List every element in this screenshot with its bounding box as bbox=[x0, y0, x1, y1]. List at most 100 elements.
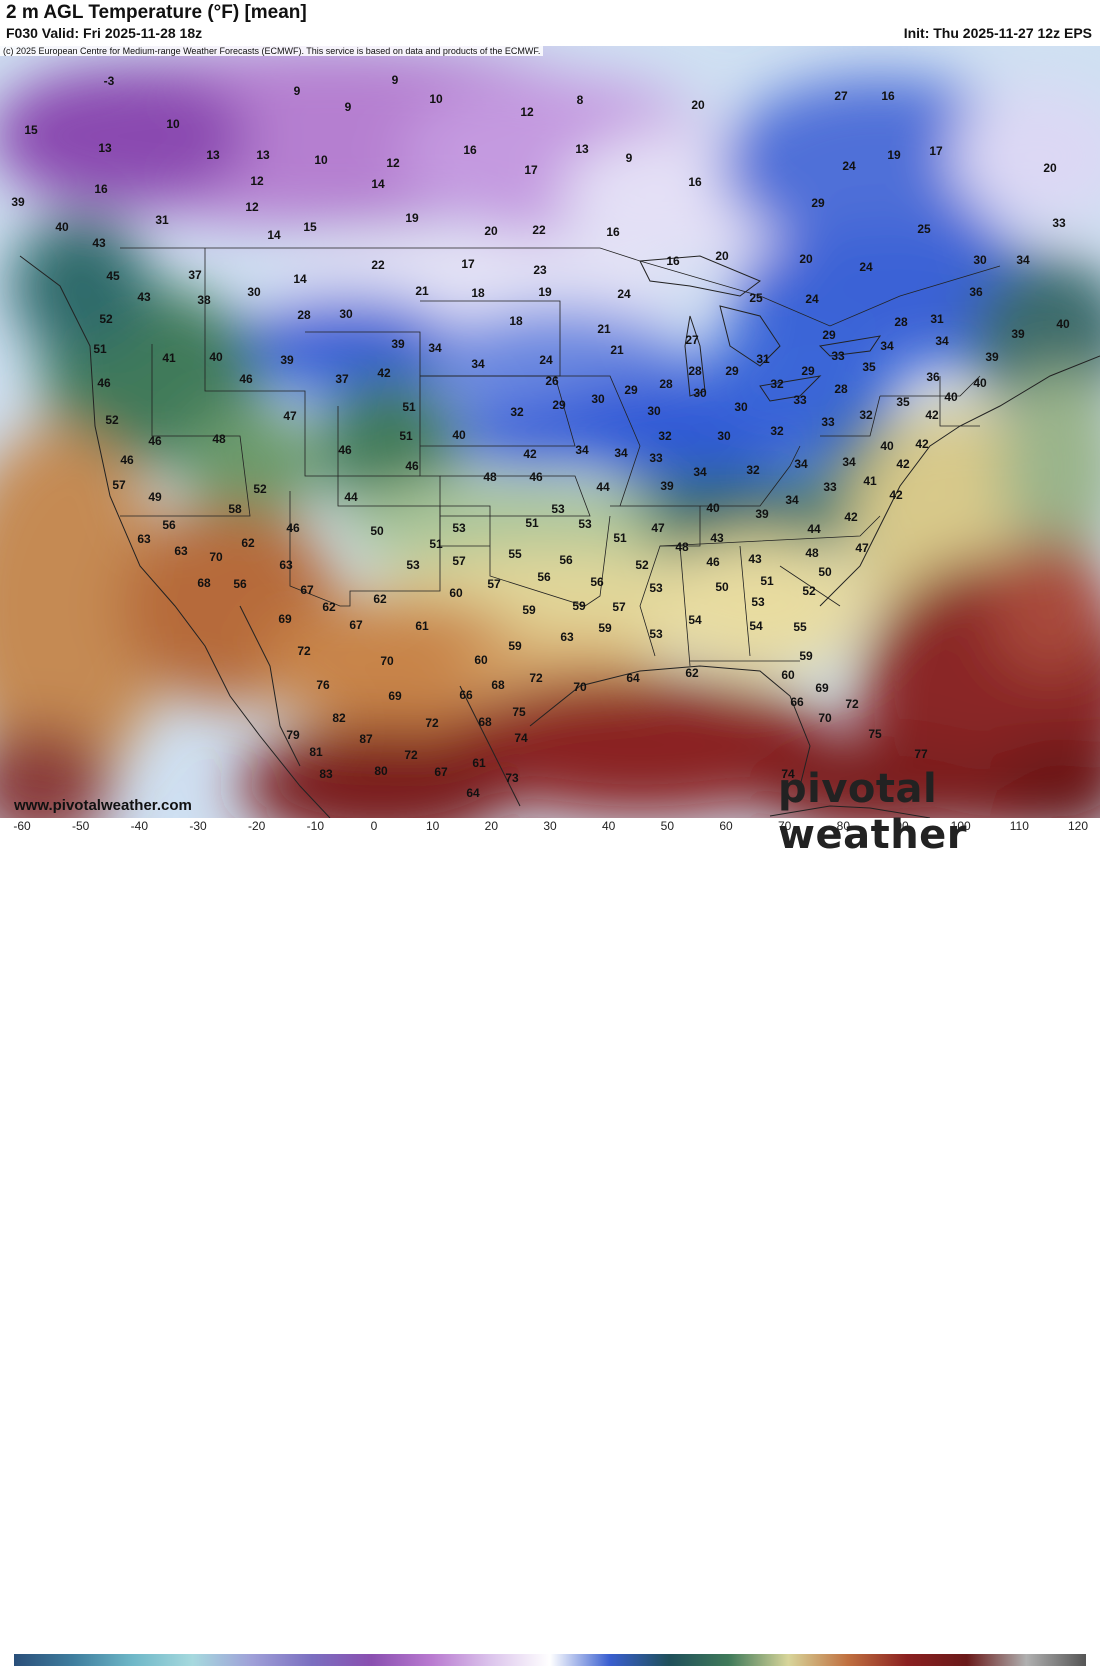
temperature-value: 34 bbox=[842, 455, 856, 469]
valid-time: F030 Valid: Fri 2025-11-28 18z bbox=[6, 25, 203, 41]
colorbar-tick-label: 0 bbox=[370, 819, 378, 833]
temperature-value: 56 bbox=[162, 518, 176, 532]
temperature-value: 62 bbox=[322, 600, 336, 614]
colorbar-tick-label: 110 bbox=[1009, 819, 1029, 833]
temperature-value: 55 bbox=[793, 620, 807, 634]
temperature-value: 69 bbox=[278, 612, 292, 626]
temperature-value: 67 bbox=[434, 765, 448, 779]
temperature-value: 30 bbox=[247, 285, 261, 299]
temperature-value: 72 bbox=[529, 671, 543, 685]
temperature-value: 52 bbox=[635, 558, 649, 572]
temperature-value: 20 bbox=[715, 249, 729, 263]
temperature-value: 51 bbox=[613, 531, 627, 545]
temperature-value: 22 bbox=[371, 258, 385, 272]
temperature-value: 34 bbox=[1016, 253, 1030, 267]
temperature-value: 52 bbox=[105, 413, 119, 427]
temperature-value: 20 bbox=[484, 224, 498, 238]
temperature-value: 34 bbox=[935, 334, 949, 348]
temperature-value: 35 bbox=[896, 395, 910, 409]
temperature-value: 29 bbox=[725, 364, 739, 378]
temperature-value: 28 bbox=[688, 364, 702, 378]
temperature-value: 43 bbox=[748, 552, 762, 566]
temperature-value: 44 bbox=[596, 480, 610, 494]
colorbar-tick-label: 50 bbox=[660, 819, 675, 833]
temperature-value: 20 bbox=[799, 252, 813, 266]
colorbar-tick-label: 40 bbox=[601, 819, 616, 833]
colorbar-tick-label: 20 bbox=[484, 819, 499, 833]
temperature-value: 63 bbox=[279, 558, 293, 572]
temperature-value: 54 bbox=[688, 613, 702, 627]
temperature-value: 51 bbox=[429, 537, 443, 551]
temperature-value: 14 bbox=[371, 177, 385, 191]
temperature-value: 56 bbox=[590, 575, 604, 589]
temperature-value: 42 bbox=[844, 510, 858, 524]
temperature-value: 42 bbox=[925, 408, 939, 422]
temperature-value: 42 bbox=[896, 457, 910, 471]
temperature-value: 57 bbox=[612, 600, 626, 614]
temperature-value: 57 bbox=[487, 577, 501, 591]
temperature-value: 51 bbox=[760, 574, 774, 588]
temperature-value: 21 bbox=[597, 322, 611, 336]
temperature-value: 16 bbox=[606, 225, 620, 239]
temperature-value: 30 bbox=[591, 392, 605, 406]
temperature-value: 44 bbox=[344, 490, 358, 504]
temperature-value: 28 bbox=[297, 308, 311, 322]
temperature-value: 33 bbox=[831, 349, 845, 363]
temperature-value: 34 bbox=[693, 465, 707, 479]
temperature-value: 77 bbox=[914, 747, 928, 761]
temperature-map[interactable]: -3 9 8 9 10 9 20 27 16 15 10 12 13 13 13 10 12 16 17 13 9 16 2… bbox=[0, 46, 1100, 818]
temperature-value: 32 bbox=[658, 429, 672, 443]
temperature-value: 43 bbox=[92, 236, 106, 250]
temperature-value: 53 bbox=[578, 517, 592, 531]
temperature-value: 37 bbox=[335, 372, 349, 386]
temperature-value: 28 bbox=[834, 382, 848, 396]
temperature-value: 17 bbox=[929, 144, 943, 158]
temperature-value: 46 bbox=[405, 459, 419, 473]
colorbar-tick-label: -40 bbox=[130, 819, 148, 833]
temperature-value: 46 bbox=[706, 555, 720, 569]
temperature-value: 25 bbox=[749, 291, 763, 305]
temperature-value: 24 bbox=[539, 353, 553, 367]
temperature-value: 50 bbox=[818, 565, 832, 579]
temperature-value: 53 bbox=[649, 581, 663, 595]
temperature-value: 69 bbox=[815, 681, 829, 695]
temperature-value: 40 bbox=[880, 439, 894, 453]
temperature-value: 46 bbox=[120, 453, 134, 467]
temperature-value: 13 bbox=[206, 148, 220, 162]
temperature-value: 39 bbox=[11, 195, 25, 209]
temperature-value: 9 bbox=[345, 100, 352, 114]
temperature-value: 25 bbox=[917, 222, 931, 236]
temperature-value: 47 bbox=[651, 521, 665, 535]
temperature-value: 14 bbox=[267, 228, 281, 242]
temperature-value: 21 bbox=[610, 343, 624, 357]
temperature-value: 8 bbox=[577, 93, 584, 107]
website-label[interactable]: www.pivotalweather.com bbox=[14, 797, 192, 814]
temperature-value: 17 bbox=[524, 163, 538, 177]
temperature-value: 43 bbox=[137, 290, 151, 304]
temperature-value: 68 bbox=[491, 678, 505, 692]
temperature-value: 17 bbox=[461, 257, 475, 271]
temperature-value: 44 bbox=[807, 522, 821, 536]
temperature-value: 15 bbox=[24, 123, 38, 137]
temperature-value: 53 bbox=[551, 502, 565, 516]
temperature-value: 32 bbox=[770, 424, 784, 438]
map-header: 2 m AGL Temperature (°F) [mean] F030 Val… bbox=[0, 0, 1100, 46]
temperature-value: 30 bbox=[693, 386, 707, 400]
temperature-value: 26 bbox=[545, 374, 559, 388]
temperature-value: 56 bbox=[559, 553, 573, 567]
temperature-value: 12 bbox=[520, 105, 534, 119]
temperature-value: 51 bbox=[93, 342, 107, 356]
temperature-value: 33 bbox=[1052, 216, 1066, 230]
temperature-value: 39 bbox=[755, 507, 769, 521]
temperature-value: 66 bbox=[790, 695, 804, 709]
temperature-value: 54 bbox=[749, 619, 763, 633]
temperature-value: 51 bbox=[402, 400, 416, 414]
colorbar-tick-label: -50 bbox=[71, 819, 90, 833]
temperature-value: 60 bbox=[449, 586, 463, 600]
temperature-value: 30 bbox=[734, 400, 748, 414]
temperature-value: 34 bbox=[575, 443, 589, 457]
temperature-value: 32 bbox=[746, 463, 760, 477]
temperature-value: 34 bbox=[880, 339, 894, 353]
temperature-value: 19 bbox=[887, 148, 901, 162]
great-lakes bbox=[639, 255, 882, 402]
